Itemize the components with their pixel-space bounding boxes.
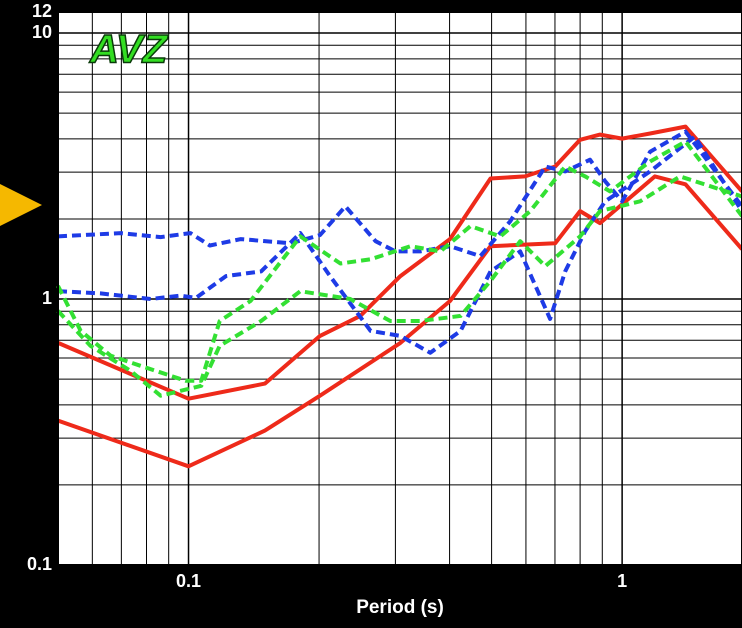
y-tick-label: 1	[42, 288, 52, 308]
y-tick-label: 12	[32, 1, 52, 21]
y-tick-label: 10	[32, 22, 52, 42]
series-line	[57, 129, 742, 259]
annotation: AVZ	[89, 28, 169, 72]
plot-frame	[57, 11, 742, 566]
y-tick-label: 0.1	[27, 554, 52, 574]
series-line	[56, 139, 742, 383]
lines	[56, 124, 742, 469]
x-axis-label: Period (s)	[356, 597, 444, 618]
x-tick-label: 0.1	[176, 571, 201, 591]
x-tick-label: 1	[617, 571, 627, 591]
pointer-arrow	[0, 184, 42, 226]
series-line	[56, 174, 742, 398]
series-line	[57, 124, 742, 401]
plot-area	[58, 12, 742, 565]
series-line	[57, 174, 742, 469]
